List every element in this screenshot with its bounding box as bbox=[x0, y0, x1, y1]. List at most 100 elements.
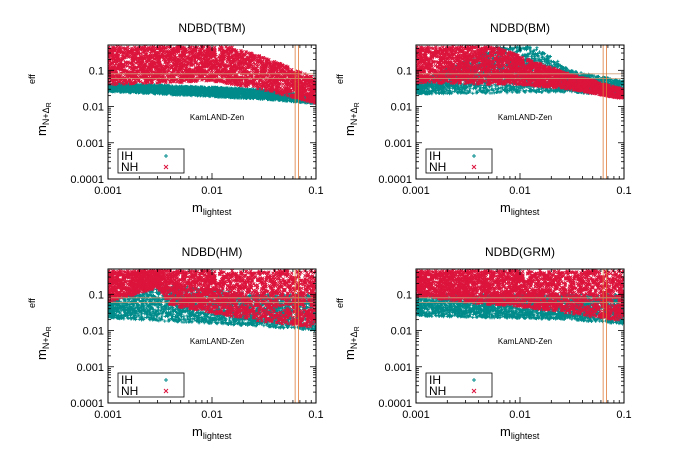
data-point bbox=[122, 82, 126, 86]
data-point bbox=[165, 83, 169, 88]
data-point bbox=[260, 91, 264, 95]
data-point bbox=[222, 88, 226, 92]
data-point bbox=[180, 84, 184, 88]
data-point bbox=[232, 96, 237, 100]
data-point bbox=[133, 90, 137, 94]
data-point bbox=[130, 88, 134, 92]
data-point bbox=[211, 90, 215, 95]
data-point bbox=[112, 88, 116, 93]
data-point bbox=[190, 91, 195, 95]
data-point bbox=[239, 89, 243, 94]
data-point bbox=[248, 87, 253, 92]
data-point bbox=[209, 91, 213, 95]
data-point bbox=[231, 95, 235, 99]
data-point bbox=[263, 78, 268, 82]
data-point bbox=[183, 89, 187, 93]
data-point bbox=[192, 88, 196, 92]
data-point bbox=[285, 98, 289, 103]
data-point bbox=[118, 90, 122, 94]
data-point bbox=[135, 84, 140, 88]
data-point bbox=[211, 94, 215, 98]
panel-1: 0.001 0.01 0.10.00010.0010.010.1NDBD(TBM)K… bbox=[27, 21, 324, 217]
data-point bbox=[161, 89, 166, 94]
data-point bbox=[252, 95, 256, 99]
data-point bbox=[242, 93, 246, 98]
data-point bbox=[125, 88, 130, 92]
data-point bbox=[225, 90, 229, 94]
data-point bbox=[136, 87, 141, 91]
data-point bbox=[258, 93, 262, 97]
data-point bbox=[277, 98, 281, 102]
data-point bbox=[246, 92, 250, 96]
data-point bbox=[158, 91, 162, 95]
data-point bbox=[165, 87, 170, 91]
data-point bbox=[280, 98, 285, 102]
data-point bbox=[266, 97, 270, 102]
data-point bbox=[276, 96, 280, 100]
data-point bbox=[161, 86, 165, 91]
data-point bbox=[142, 84, 146, 88]
data-point bbox=[225, 60, 229, 65]
data-point bbox=[187, 89, 191, 93]
data-point bbox=[114, 87, 118, 92]
data-point bbox=[181, 93, 185, 97]
data-point bbox=[180, 88, 184, 92]
data-point bbox=[145, 86, 149, 90]
data-point bbox=[213, 88, 217, 92]
data-point bbox=[206, 85, 210, 90]
data-point bbox=[140, 90, 144, 94]
data-point bbox=[243, 91, 247, 95]
data-point bbox=[259, 96, 263, 100]
data-point bbox=[155, 86, 159, 90]
data-point bbox=[157, 85, 161, 89]
data-point bbox=[177, 92, 181, 96]
data-point bbox=[147, 87, 152, 91]
data-point bbox=[205, 90, 209, 95]
data-point bbox=[143, 90, 147, 94]
data-point bbox=[174, 90, 178, 95]
data-point bbox=[200, 88, 204, 92]
data-point bbox=[228, 93, 233, 97]
data-point bbox=[196, 85, 200, 89]
data-point bbox=[149, 85, 153, 89]
data-point bbox=[177, 86, 181, 90]
data-point bbox=[214, 86, 218, 90]
data-point bbox=[243, 89, 247, 93]
data-point bbox=[214, 93, 218, 97]
data-point bbox=[217, 94, 222, 98]
data-point bbox=[182, 92, 187, 96]
data-point bbox=[189, 87, 193, 92]
data-point bbox=[170, 86, 175, 90]
data-point bbox=[222, 95, 227, 99]
data-point bbox=[189, 84, 193, 88]
data-point bbox=[252, 89, 256, 93]
data-point bbox=[159, 86, 163, 90]
data-point bbox=[256, 96, 260, 100]
data-point bbox=[194, 92, 198, 96]
data-point bbox=[208, 94, 212, 98]
data-point bbox=[247, 95, 251, 99]
data-point bbox=[110, 87, 114, 91]
data-point bbox=[244, 96, 248, 100]
data-point bbox=[132, 85, 136, 89]
data-point bbox=[251, 93, 255, 98]
data-point bbox=[202, 86, 206, 91]
data-point bbox=[241, 81, 246, 85]
data-point bbox=[237, 88, 241, 92]
data-point bbox=[158, 88, 162, 92]
data-point bbox=[190, 94, 194, 98]
data-point bbox=[193, 93, 197, 97]
data-point bbox=[150, 89, 154, 94]
data-point bbox=[113, 85, 118, 90]
data-point bbox=[218, 88, 222, 93]
data-point bbox=[270, 98, 274, 102]
data-point bbox=[199, 93, 203, 97]
data-point bbox=[282, 96, 286, 100]
data-point bbox=[108, 84, 112, 89]
data-point bbox=[246, 83, 251, 87]
data-point bbox=[140, 85, 144, 89]
data-point bbox=[172, 85, 176, 89]
data-point bbox=[124, 85, 128, 89]
data-point bbox=[209, 87, 213, 92]
